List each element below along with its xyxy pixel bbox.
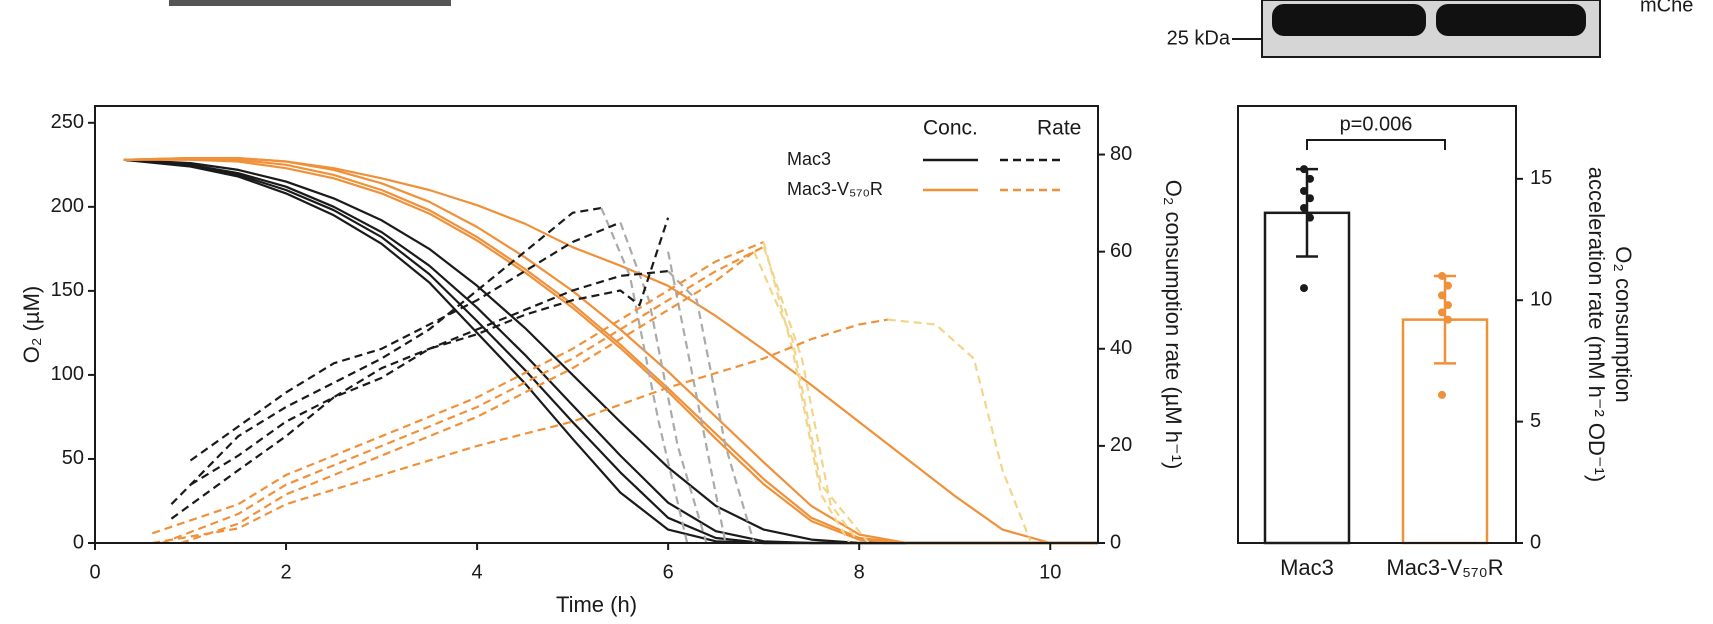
- rate-line: [170, 217, 670, 520]
- y-axis-label: O₂ (µM): [19, 286, 44, 363]
- rate-line: [600, 207, 689, 544]
- rate-line: [762, 246, 861, 544]
- data-point: [1438, 390, 1446, 399]
- conc-line: [123, 158, 1098, 545]
- plot-frame: [1237, 105, 1517, 544]
- x-tick-label: Mac3: [1280, 555, 1334, 580]
- y-tick-label: 5: [1530, 410, 1541, 432]
- legend-label: Mac3-V₅₇₀R: [787, 179, 883, 199]
- bar: [1401, 318, 1489, 545]
- data-point: [1444, 281, 1452, 290]
- x-tick-label: Mac3-V₅₇₀R: [1386, 555, 1503, 580]
- y-tick-label: 100: [51, 363, 84, 385]
- data-point: [1444, 315, 1452, 324]
- plot-frame: [94, 105, 1099, 544]
- rate-line: [753, 251, 870, 544]
- conc-line: [123, 157, 1098, 545]
- rate-line: [189, 221, 621, 462]
- y-tick-label: 150: [51, 279, 84, 301]
- y-tick-label: 200: [51, 195, 84, 217]
- bar: [1263, 211, 1351, 545]
- rate-line: [667, 251, 727, 544]
- blot-label: mChe: [1640, 0, 1693, 16]
- blot-band: [1436, 4, 1586, 36]
- data-point: [1306, 174, 1314, 183]
- rate-line: [151, 240, 765, 535]
- image-strip: [169, 0, 451, 6]
- x-tick-label: 2: [280, 561, 291, 583]
- conc-line: [123, 158, 1098, 545]
- legend-header: Conc.: [923, 117, 978, 140]
- y-axis-label: O₂ consumption: [1611, 246, 1636, 403]
- data-point: [1300, 186, 1308, 195]
- y2-tick-label: 40: [1110, 337, 1132, 359]
- y-tick-label: 0: [73, 531, 84, 553]
- data-point: [1300, 284, 1308, 293]
- conc-line: [123, 158, 1098, 545]
- y-tick-label: 250: [51, 111, 84, 133]
- data-point: [1306, 213, 1314, 222]
- conc-line: [123, 157, 1098, 545]
- rate-line: [161, 245, 765, 545]
- annotation: p=0.006: [1340, 113, 1413, 135]
- y-tick-label: 0: [1530, 531, 1541, 553]
- y2-tick-label: 20: [1110, 434, 1132, 456]
- data-point: [1438, 271, 1446, 280]
- y-tick-label: 50: [62, 447, 84, 469]
- marker-label: 25 kDa: [1167, 27, 1231, 49]
- data-point: [1300, 203, 1308, 212]
- data-point: [1438, 308, 1446, 317]
- blot-band: [1272, 4, 1426, 36]
- rate-line: [762, 241, 851, 544]
- y2-tick-label: 80: [1110, 143, 1132, 165]
- rate-line: [180, 250, 755, 545]
- y2-axis-label: O₂ consumption rate (µM h⁻¹): [1161, 180, 1186, 470]
- significance-bracket: [1306, 139, 1446, 150]
- y-axis-label: acceleration rate (mM h⁻² OD⁻¹): [1584, 167, 1609, 482]
- rate-line: [619, 222, 708, 544]
- data-point: [1306, 194, 1314, 203]
- y2-tick-label: 0: [1110, 531, 1121, 553]
- x-tick-label: 8: [854, 561, 865, 583]
- rate-line: [152, 318, 888, 545]
- data-point: [1444, 301, 1452, 310]
- rate-line: [170, 206, 602, 505]
- rate-line: [189, 270, 669, 486]
- x-tick-label: 6: [663, 561, 674, 583]
- rate-line: [887, 318, 1033, 544]
- y2-tick-label: 60: [1110, 240, 1132, 262]
- data-point: [1300, 165, 1308, 174]
- legend-label: Mac3: [787, 149, 831, 169]
- y-tick-label: 10: [1530, 289, 1552, 311]
- conc-line: [123, 158, 1098, 545]
- conc-line: [123, 158, 1098, 545]
- x-tick-label: 10: [1039, 561, 1061, 583]
- y-tick-label: 15: [1530, 167, 1552, 189]
- rate-line: [667, 270, 756, 544]
- data-point: [1438, 291, 1446, 300]
- x-tick-label: 0: [89, 561, 100, 583]
- conc-line: [123, 157, 1098, 545]
- x-tick-label: 4: [472, 561, 483, 583]
- legend-header: Rate: [1037, 117, 1081, 140]
- x-axis-label: Time (h): [556, 592, 637, 617]
